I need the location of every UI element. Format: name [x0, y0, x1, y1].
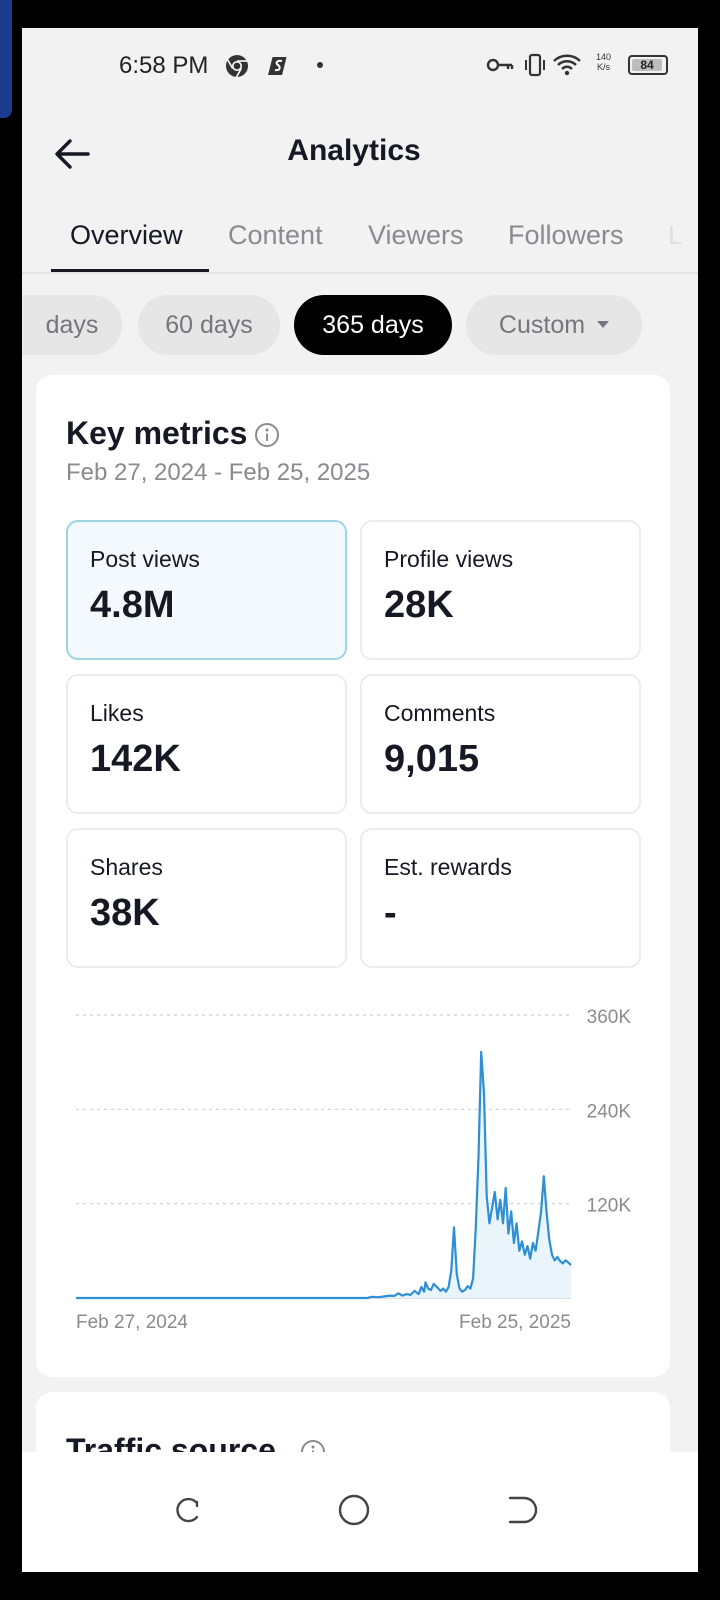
y-tick-label: 120K	[587, 1196, 632, 1217]
vibrate-icon	[522, 52, 548, 83]
chip-label: 60 days	[165, 311, 253, 339]
battery-percent: 84	[640, 58, 654, 72]
tab-overview[interactable]: Overview	[70, 220, 183, 250]
tab-content[interactable]: Content	[228, 220, 323, 250]
wifi-icon	[552, 52, 582, 83]
metric-value: 9,015	[384, 738, 480, 780]
back-button[interactable]	[52, 132, 96, 176]
post-views-chart[interactable]: 360K 240K 120K Feb 27, 2024 Feb 25, 2025	[66, 987, 646, 1337]
metric-value: 142K	[90, 738, 181, 780]
phone-screen: 6:58 PM 140 K/s 84 Analytics	[22, 28, 698, 1572]
back-nav-icon[interactable]	[498, 1488, 542, 1532]
key-metrics-card: Key metrics Feb 27, 2024 - Feb 25, 2025 …	[36, 375, 670, 1377]
metric-value: 4.8M	[90, 584, 175, 626]
network-speed: 140 K/s	[596, 52, 611, 72]
caret-down-icon	[597, 320, 610, 328]
chip-365-days[interactable]: 365 days	[294, 295, 452, 355]
series-area	[76, 1051, 571, 1298]
key-metrics-title: Key metrics	[66, 415, 248, 451]
metric-likes[interactable]: Likes 142K	[66, 674, 347, 814]
metric-value: 28K	[384, 584, 454, 626]
metric-profile-views[interactable]: Profile views 28K	[360, 520, 641, 660]
page-title: Analytics	[287, 134, 421, 167]
y-tick-label: 240K	[587, 1101, 632, 1122]
metric-value: -	[384, 892, 397, 934]
metric-label: Comments	[384, 700, 496, 726]
metric-value: 38K	[90, 892, 160, 934]
x-tick-label: Feb 25, 2025	[459, 1312, 571, 1333]
metric-label: Shares	[90, 854, 163, 880]
metric-est-rewards[interactable]: Est. rewards -	[360, 828, 641, 968]
status-bar: 6:58 PM 140 K/s 84	[22, 28, 698, 100]
tab-scroll-fade	[658, 216, 698, 272]
info-icon[interactable]	[254, 422, 280, 448]
network-speed-unit: K/s	[597, 62, 611, 72]
chip-label: 365 days	[322, 311, 424, 339]
status-time: 6:58 PM	[119, 52, 209, 79]
metric-comments[interactable]: Comments 9,015	[360, 674, 641, 814]
tab-followers[interactable]: Followers	[508, 220, 624, 250]
chip-days-partial[interactable]: days	[22, 295, 122, 355]
side-edge-marker	[0, 0, 12, 118]
chip-60-days[interactable]: 60 days	[138, 295, 280, 355]
chip-label: Custom	[498, 311, 586, 339]
tab-viewers[interactable]: Viewers	[368, 220, 464, 250]
chip-label: days	[45, 311, 99, 339]
network-speed-value: 140	[596, 52, 612, 62]
back-arrow-icon	[55, 139, 90, 169]
recent-apps-icon[interactable]	[166, 1488, 210, 1532]
metric-shares[interactable]: Shares 38K	[66, 828, 347, 968]
battery-fill	[632, 59, 662, 71]
system-nav-bar	[22, 1452, 698, 1572]
series-line	[76, 1050, 572, 1300]
metric-post-views[interactable]: Post views 4.8M	[66, 520, 347, 660]
metric-label: Profile views	[384, 546, 514, 572]
active-tab-indicator	[51, 269, 209, 272]
y-tick-label: 360K	[587, 1007, 632, 1028]
home-icon[interactable]	[332, 1488, 376, 1532]
metric-label: Est. rewards	[384, 854, 512, 880]
vpn-key-icon	[486, 57, 514, 78]
battery-icon: 84	[628, 55, 668, 75]
metric-label: Post views	[90, 546, 200, 572]
date-range: Feb 27, 2024 - Feb 25, 2025	[66, 459, 371, 486]
app-s-icon	[267, 54, 291, 83]
notification-dot	[317, 62, 323, 68]
tab-bar: Overview Content Viewers Followers L	[22, 216, 698, 274]
period-selector: days 60 days 365 days Custom	[22, 295, 698, 355]
app-header: Analytics	[22, 128, 698, 188]
metric-label: Likes	[90, 700, 144, 726]
chrome-icon	[225, 54, 249, 83]
x-tick-label: Feb 27, 2024	[76, 1312, 188, 1333]
chip-custom[interactable]: Custom	[466, 295, 642, 355]
